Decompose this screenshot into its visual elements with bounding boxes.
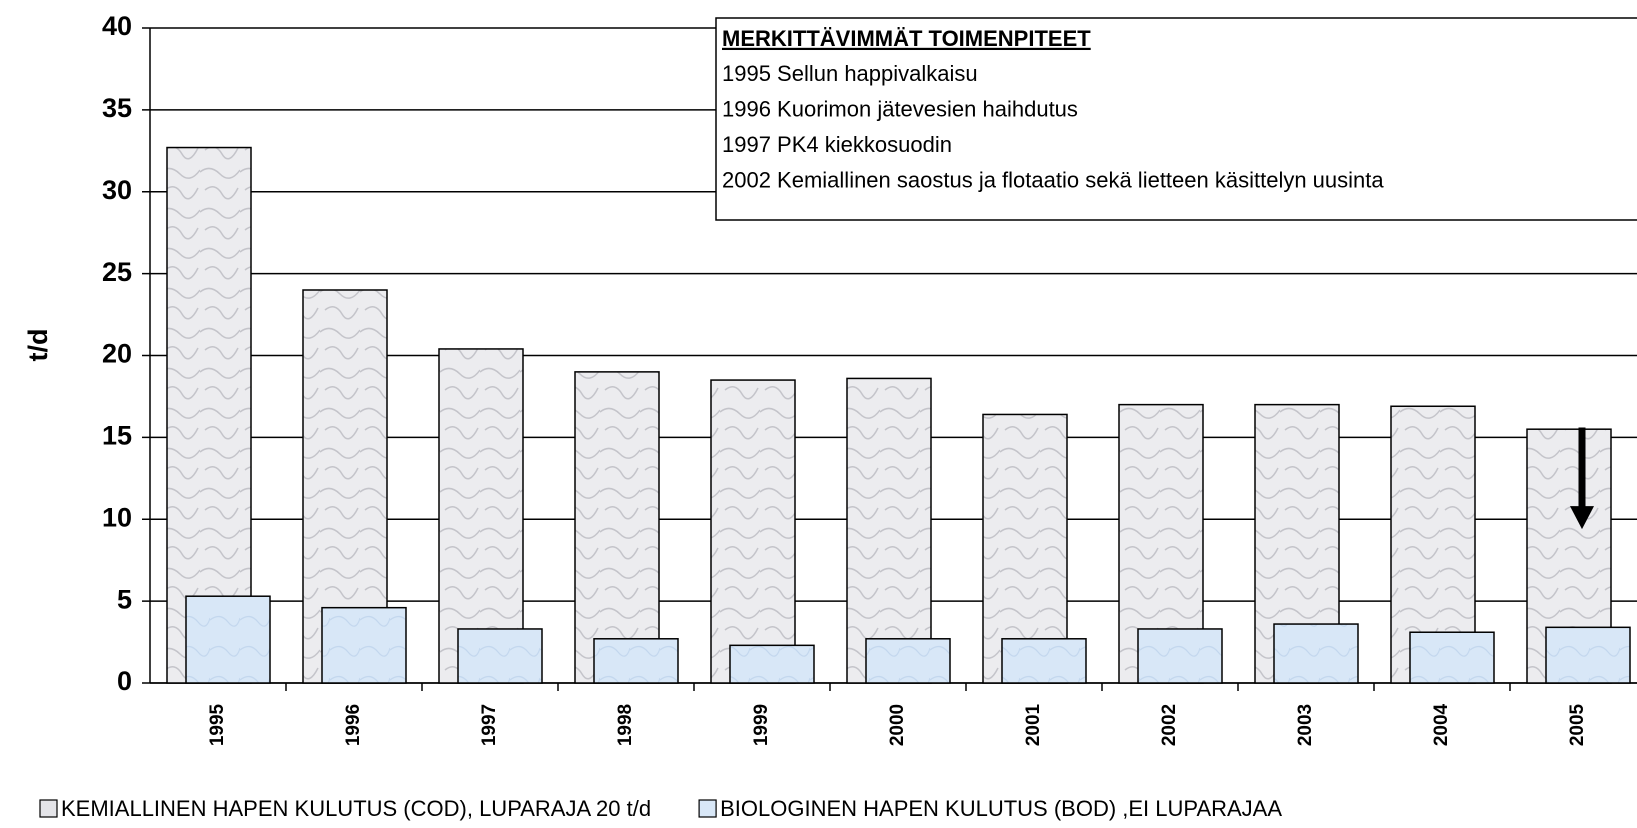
bar xyxy=(1409,631,1495,684)
bar xyxy=(457,628,543,684)
bar xyxy=(1137,628,1223,684)
bar xyxy=(166,146,252,684)
y-tick-label: 10 xyxy=(102,502,132,532)
y-tick-label: 25 xyxy=(102,257,132,287)
x-tick-label: 1996 xyxy=(343,704,364,746)
arrow-head xyxy=(1570,506,1594,530)
annotation-line: 1995 Sellun happivalkaisu xyxy=(722,61,978,86)
y-tick-label: 15 xyxy=(102,421,132,451)
annotation-line: 1996 Kuorimon jätevesien haihdutus xyxy=(722,96,1078,121)
x-tick-label: 1995 xyxy=(207,703,228,746)
y-tick-label: 30 xyxy=(102,175,132,205)
x-tick-label: 2002 xyxy=(1159,704,1180,746)
x-tick-label: 2004 xyxy=(1431,703,1452,746)
y-tick-label: 35 xyxy=(102,93,132,123)
bar xyxy=(865,638,951,684)
annotation-line: 2002 Kemiallinen saostus ja flotaatio se… xyxy=(722,167,1384,192)
bar xyxy=(846,377,932,684)
annotation-line: 1997 PK4 kiekkosuodin xyxy=(722,132,952,157)
legend-swatch xyxy=(39,799,58,818)
x-tick-label: 1997 xyxy=(479,704,500,746)
annotation-box xyxy=(715,17,1637,221)
x-tick-label: 2000 xyxy=(887,704,908,746)
legend-label: KEMIALLINEN HAPEN KULUTUS (COD), LUPARAJ… xyxy=(61,796,651,821)
x-tick-label: 2005 xyxy=(1567,703,1588,746)
bar xyxy=(1273,623,1359,684)
bar xyxy=(438,348,524,684)
bar xyxy=(321,606,407,684)
y-tick-label: 20 xyxy=(102,339,132,369)
annotation-title: MERKITTÄVIMMÄT TOIMENPITEET xyxy=(722,26,1091,51)
bar xyxy=(574,371,660,684)
y-tick-label: 5 xyxy=(117,584,132,614)
bar xyxy=(710,379,796,684)
x-tick-label: 1999 xyxy=(751,704,772,746)
x-tick-label: 1998 xyxy=(615,704,636,746)
bar xyxy=(593,638,679,684)
y-tick-label: 40 xyxy=(102,11,132,41)
y-tick-label: 0 xyxy=(117,666,132,696)
legend-label: BIOLOGINEN HAPEN KULUTUS (BOD) ,EI LUPAR… xyxy=(720,796,1282,821)
legend-swatch xyxy=(698,799,717,818)
bar xyxy=(1001,638,1087,684)
bar xyxy=(1545,626,1631,684)
x-tick-label: 2001 xyxy=(1023,703,1044,746)
y-axis-label: t/d xyxy=(23,329,53,362)
bar xyxy=(185,595,271,684)
x-tick-label: 2003 xyxy=(1295,704,1316,746)
bar xyxy=(729,644,815,684)
